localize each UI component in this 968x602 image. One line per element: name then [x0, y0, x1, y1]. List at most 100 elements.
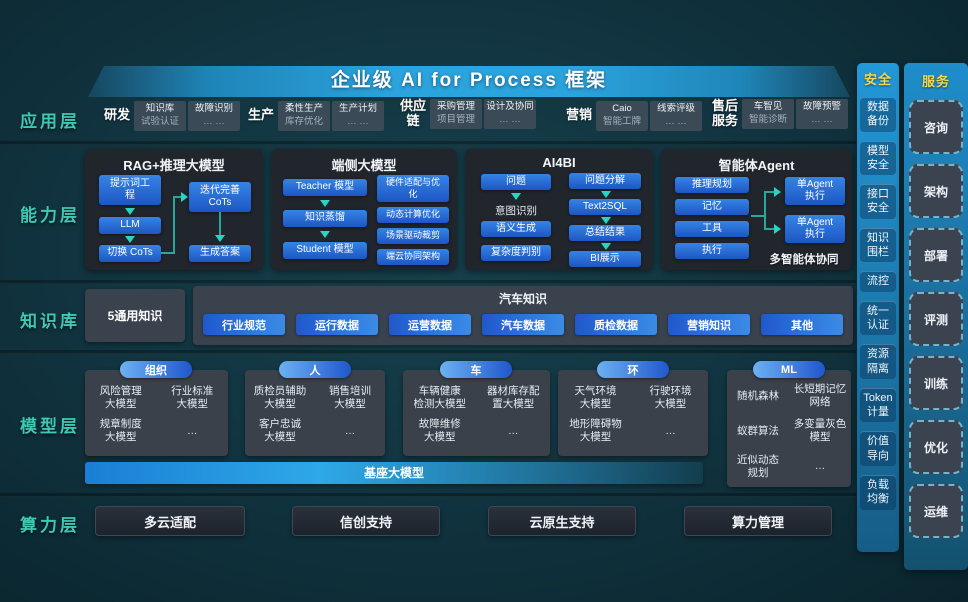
- cap-box-title: 智能体Agent: [718, 158, 795, 173]
- security-item: 价值 导向: [860, 431, 896, 467]
- app-chip-line: 设计及协同: [486, 101, 534, 113]
- flow-chip: 迭代完善 CoTs: [189, 182, 251, 212]
- app-group-name: 营销: [565, 107, 592, 123]
- model-item-grid: 质检员辅助 大模型 销售培训 大模型 客户忠诚 大模型 …: [245, 370, 385, 445]
- flow-chip: Student 模型: [283, 242, 367, 259]
- kb-domain-title: 汽车知识: [498, 292, 547, 306]
- security-panel: 安全 数据 备份 模型 安全 接口 安全 知识 围栏 流控 统一 认证 资源 隔…: [857, 63, 899, 552]
- services-panel-header: 服务: [921, 74, 950, 89]
- arrow-down-icon: [125, 208, 135, 215]
- kb-chip: 运营数据: [389, 314, 471, 335]
- model-item: 质检员辅助 大模型: [253, 385, 307, 411]
- services-panel: 服务 咨询 架构 部署 评测 训练 优化 运维: [904, 63, 968, 570]
- security-item: 统一 认证: [860, 300, 896, 336]
- app-chip: Caio 智能工牌: [596, 101, 648, 131]
- connector-line: [219, 212, 221, 236]
- connector-line: [766, 228, 774, 230]
- security-item: 流控: [860, 271, 896, 292]
- service-item: 部署: [909, 228, 963, 282]
- app-chip: 设计及协同 … …: [484, 99, 536, 129]
- cap-box-rag: RAG+推理大模型 提示词工 程 LLM 切换 CoTs 迭代完善 CoTs 生…: [85, 149, 263, 270]
- app-group-rnd: 研发 知识库 试验认证 故障识别 … …: [102, 101, 240, 131]
- app-chip-line: 故障识别: [194, 103, 233, 114]
- model-item: …: [187, 424, 198, 437]
- model-item: 风险管理 大模型: [99, 385, 142, 411]
- app-chip-line: 知识库: [145, 103, 175, 114]
- page-title: 企业级 AI for Process 框架: [330, 70, 608, 91]
- app-chip-line: 车智见: [753, 101, 783, 113]
- model-item-grid: 天气环境 大模型 行驶环境 大模型 地形障碍物 大模型 …: [558, 370, 708, 445]
- connector-line: [173, 196, 175, 254]
- model-group-organization: 风险管理 大模型 行业标准 大模型 规章制度 大模型 …: [85, 370, 228, 456]
- flow-chip: 工具: [675, 221, 749, 237]
- layer-separator: [0, 493, 856, 497]
- service-item: 训练: [909, 356, 963, 410]
- app-chip-line: 故障预警: [802, 101, 841, 113]
- security-item: 数据 备份: [860, 97, 896, 132]
- layer-separator: [0, 280, 856, 284]
- model-item: 近似动态 规划: [737, 453, 779, 479]
- flow-chip: Teacher 模型: [283, 179, 367, 196]
- app-chip: 柔性生产 库存优化: [278, 101, 330, 131]
- model-pill-people: 人: [279, 361, 351, 378]
- layer-label-application: 应用层: [20, 112, 80, 131]
- arrow-right-icon: [774, 224, 781, 234]
- security-item: 模型 安全: [860, 140, 896, 176]
- app-chip: 知识库 试验认证: [134, 101, 186, 131]
- cap-box-ai4bi: AI4BI 问题 意图识别 语义生成 复杂度判别 问题分解 Text2SQL 总…: [465, 149, 653, 270]
- flow-chip: BI展示: [569, 251, 641, 267]
- connector-line: [161, 252, 174, 254]
- model-item: 蚁群算法: [737, 424, 779, 437]
- arrow-down-icon: [601, 217, 611, 224]
- flow-chip: 场景驱动裁剪: [377, 228, 449, 244]
- kb-chip: 其他: [761, 314, 843, 335]
- model-item: …: [508, 424, 519, 437]
- flow-chip: LLM: [99, 217, 161, 234]
- app-group-name: 生产: [247, 107, 274, 123]
- flow-chip: 提示词工 程: [99, 175, 161, 205]
- layer-label-compute: 算力层: [20, 516, 80, 535]
- model-group-people: 质检员辅助 大模型 销售培训 大模型 客户忠诚 大模型 …: [245, 370, 385, 456]
- model-item: …: [665, 424, 676, 437]
- security-item: 资源 隔离: [860, 344, 896, 379]
- model-group-vehicle: 车辆健康 检测大模型 器材库存配 置大模型 故障维修 大模型 …: [403, 370, 550, 456]
- flow-chip: 动态计算优化: [377, 207, 449, 223]
- arrow-down-icon: [215, 235, 225, 242]
- model-item: 天气环境 大模型: [574, 385, 617, 411]
- model-item: 行业标准 大模型: [171, 385, 214, 411]
- kb-chip: 行业规范: [203, 314, 285, 335]
- kb-general-box: 5通用知识: [85, 289, 185, 342]
- flow-chip: 端云协同架构: [377, 249, 449, 265]
- arrow-down-icon: [320, 200, 330, 207]
- service-item: 咨询: [909, 100, 963, 154]
- app-chip: 车智见 智能诊断: [742, 99, 794, 129]
- app-group-marketing: 营销 Caio 智能工牌 线索评级 … …: [564, 101, 702, 131]
- connector-line: [764, 191, 766, 230]
- model-item: 随机森林: [737, 389, 779, 402]
- app-group-name: 研发: [103, 107, 130, 123]
- cap-box-agent: 智能体Agent 推理规划 记忆 工具 执行 单Agent 执行 单Agent …: [661, 149, 852, 270]
- app-chip: 线索评级 … …: [650, 101, 702, 131]
- app-chip-line: 智能工牌: [602, 115, 641, 127]
- arrow-down-icon: [511, 193, 521, 200]
- connector-line: [766, 191, 774, 193]
- title-banner: 企业级 AI for Process 框架: [88, 66, 850, 97]
- kb-domain-box: 汽车知识 行业规范 运行数据 运营数据 汽车数据 质检数据 营销知识 其他: [193, 286, 853, 345]
- base-model-band: 基座大模型: [85, 462, 703, 484]
- model-item-grid: 车辆健康 检测大模型 器材库存配 置大模型 故障维修 大模型 …: [403, 370, 550, 445]
- model-pill-organization: 组织: [120, 361, 192, 378]
- app-chip: 故障预警 … …: [796, 99, 848, 129]
- flow-chip: 记忆: [675, 199, 749, 215]
- connector-line: [751, 215, 765, 217]
- model-pill-vehicle: 车: [440, 361, 512, 378]
- flow-chip: 硬件适配与优 化: [377, 175, 449, 202]
- app-chip-line: … …: [203, 115, 225, 127]
- service-item: 运维: [909, 484, 963, 538]
- compute-item-multicloud: 多云适配: [95, 506, 245, 536]
- cap-box-title: 端侧大模型: [331, 158, 397, 173]
- model-item: …: [344, 424, 356, 437]
- flow-chip: 知识蒸馏: [283, 210, 367, 227]
- cap-box-title: RAG+推理大模型: [123, 158, 225, 173]
- flow-chip: 语义生成: [481, 221, 551, 237]
